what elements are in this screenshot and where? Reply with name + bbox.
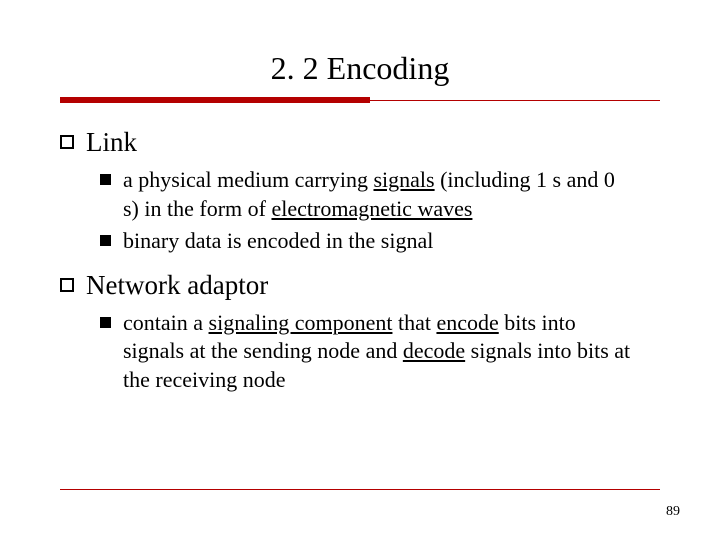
footer-rule (60, 489, 660, 490)
level1-label: Link (86, 127, 137, 158)
list-item: contain a signaling component that encod… (100, 309, 660, 395)
title-rule (60, 97, 660, 105)
sub-list: a physical medium carrying signals (incl… (100, 166, 660, 256)
hollow-square-icon (60, 278, 74, 292)
page-number: 89 (666, 504, 680, 520)
slide-title: 2. 2 Encoding (60, 50, 660, 87)
slide: 2. 2 Encoding Link a physical medium car… (0, 0, 720, 540)
list-item: binary data is encoded in the signal (100, 227, 660, 256)
hollow-square-icon (60, 135, 74, 149)
filled-square-icon (100, 317, 111, 328)
rule-thick (60, 97, 370, 103)
level2-text: binary data is encoded in the signal (123, 227, 433, 256)
level2-text: a physical medium carrying signals (incl… (123, 166, 633, 223)
list-item: Network adaptor contain a signaling comp… (60, 270, 660, 395)
list-item: a physical medium carrying signals (incl… (100, 166, 660, 223)
sub-list: contain a signaling component that encod… (100, 309, 660, 395)
filled-square-icon (100, 174, 111, 185)
bullet-list: Link a physical medium carrying signals … (60, 127, 660, 395)
filled-square-icon (100, 235, 111, 246)
level1-label: Network adaptor (86, 270, 268, 301)
list-item: Link a physical medium carrying signals … (60, 127, 660, 256)
level2-text: contain a signaling component that encod… (123, 309, 633, 395)
